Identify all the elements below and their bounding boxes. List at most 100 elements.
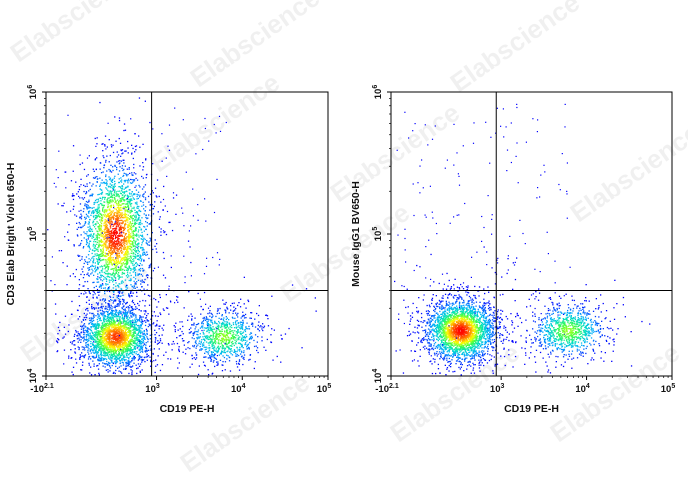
event-dot: [142, 253, 144, 255]
event-dot: [94, 327, 96, 329]
event-dot: [135, 240, 137, 242]
event-dot: [146, 350, 148, 352]
event-dot: [103, 278, 105, 280]
event-dot: [125, 239, 127, 242]
event-dot: [112, 279, 114, 281]
event-dot: [98, 234, 100, 237]
event-dot: [90, 352, 92, 354]
event-dot: [101, 204, 103, 206]
event-dot: [135, 342, 137, 345]
event-dot: [91, 195, 93, 197]
event-dot: [108, 344, 110, 346]
event-dot: [130, 260, 132, 262]
event-dot: [110, 249, 112, 251]
event-dot: [120, 227, 122, 229]
event-dot: [91, 337, 93, 339]
event-dot: [101, 280, 104, 282]
event-dot: [125, 264, 127, 266]
event-dot: [86, 241, 88, 243]
event-dot: [105, 266, 107, 268]
event-dot: [130, 233, 132, 235]
event-dot: [105, 305, 107, 308]
event-dot: [88, 210, 91, 212]
event-dot: [95, 315, 97, 317]
event-dot: [126, 260, 128, 262]
event-dot: [114, 341, 117, 343]
event-dot: [125, 314, 128, 316]
event-dot: [83, 316, 85, 319]
event-dot: [158, 325, 160, 327]
event-dot: [116, 329, 118, 331]
event-dot: [138, 273, 141, 275]
event-dot: [95, 255, 97, 257]
event-dot: [83, 231, 85, 233]
event-dot: [142, 270, 144, 272]
event-dot: [121, 372, 123, 374]
event-dot: [108, 339, 110, 341]
event-dot: [119, 219, 121, 222]
event-dot: [87, 201, 89, 203]
event-dot: [109, 334, 111, 336]
event-dot: [117, 219, 119, 222]
event-dot: [134, 324, 136, 327]
event-dot: [89, 240, 92, 242]
event-dot: [97, 222, 99, 224]
event-dot: [124, 340, 126, 342]
event-dot: [108, 201, 110, 203]
event-dot: [140, 316, 142, 318]
event-dot: [132, 244, 134, 246]
event-dot: [88, 216, 90, 218]
event-dot: [107, 204, 109, 206]
event-dot: [101, 309, 103, 311]
event-dot: [73, 245, 75, 247]
event-dot: [105, 330, 108, 332]
event-dot: [104, 366, 106, 368]
event-dot: [121, 352, 123, 355]
event-dot: [102, 320, 105, 322]
event-dot: [224, 347, 227, 349]
event-dot: [115, 271, 117, 273]
event-dot: [135, 364, 137, 366]
event-dot: [114, 232, 116, 234]
event-dot: [123, 188, 125, 190]
event-dot: [132, 237, 134, 239]
event-dot: [114, 183, 116, 185]
event-dot: [151, 232, 153, 234]
event-dot: [109, 227, 112, 229]
event-dot: [88, 299, 90, 301]
event-dot: [92, 337, 95, 339]
event-dot: [96, 253, 98, 255]
event-dot: [89, 188, 91, 191]
event-dot: [128, 231, 130, 233]
event-dot: [97, 231, 99, 233]
event-dot: [168, 149, 171, 151]
event-dot: [122, 358, 125, 360]
event-dot: [179, 328, 181, 330]
event-dot: [66, 284, 68, 286]
event-dot: [144, 238, 146, 241]
event-dot: [136, 198, 138, 200]
event-dot: [127, 228, 129, 230]
event-dot: [114, 198, 116, 201]
event-dot: [117, 173, 119, 175]
event-dot: [240, 350, 243, 352]
event-dot: [101, 217, 104, 220]
event-dot: [80, 355, 82, 357]
event-dot: [130, 325, 132, 327]
event-dot: [103, 271, 105, 274]
event-dot: [118, 312, 120, 314]
event-dot: [83, 334, 85, 336]
event-dot: [127, 231, 130, 233]
event-dot: [127, 147, 129, 149]
event-dot: [119, 339, 121, 342]
event-dot: [140, 256, 142, 258]
event-dot: [92, 281, 94, 284]
event-dot: [118, 277, 120, 279]
event-dot: [85, 342, 87, 344]
event-dot: [127, 202, 129, 204]
event-dot: [125, 186, 127, 189]
event-dot: [80, 369, 82, 371]
event-dot: [72, 373, 74, 376]
event-dot: [100, 355, 102, 357]
event-dot: [89, 195, 91, 197]
